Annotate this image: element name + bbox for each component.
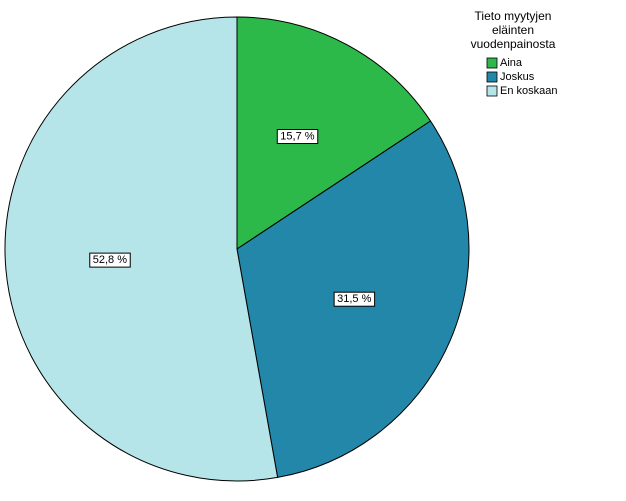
legend-title: Tieto myytyjen bbox=[475, 9, 552, 23]
legend-label: Aina bbox=[500, 57, 523, 69]
legend-title: eläinten bbox=[492, 23, 534, 37]
data-label: 15,7 % bbox=[280, 131, 314, 143]
legend-swatch bbox=[486, 85, 498, 97]
data-label-box bbox=[333, 291, 376, 307]
legend-swatch bbox=[486, 71, 498, 83]
data-label-box bbox=[89, 252, 131, 268]
data-label-box bbox=[276, 129, 319, 145]
pie-slice bbox=[4, 16, 279, 482]
legend-label: En koskaan bbox=[500, 85, 557, 97]
pie-slice bbox=[236, 16, 432, 250]
legend-title: vuodenpainosta bbox=[471, 37, 556, 51]
data-label: 52,8 % bbox=[93, 254, 127, 266]
legend-label: Joskus bbox=[500, 71, 535, 83]
data-label: 31,5 % bbox=[337, 293, 371, 305]
legend-swatch bbox=[486, 57, 498, 69]
